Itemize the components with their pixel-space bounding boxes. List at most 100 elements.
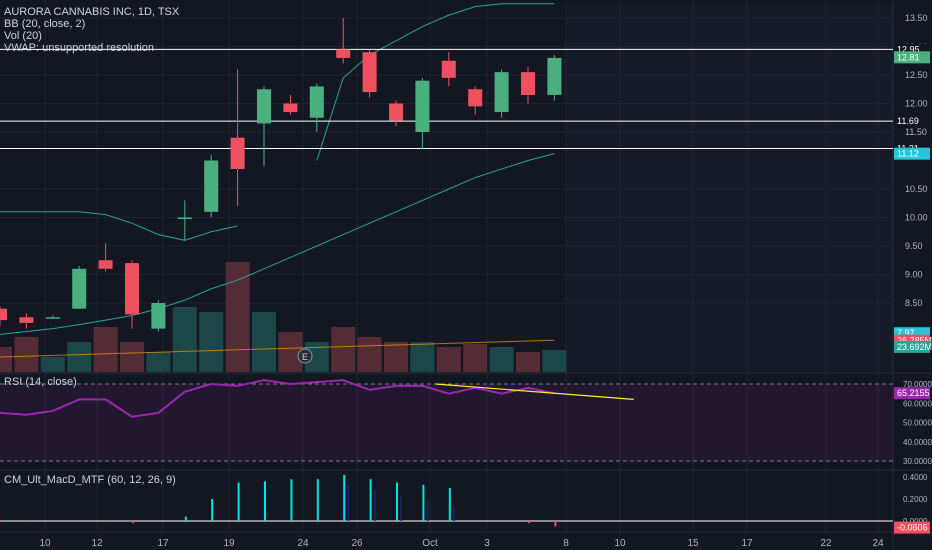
vol-legend[interactable]: Vol (20) [4,30,42,42]
horizontal-lines[interactable] [0,48,893,150]
rsi-tick-label: 70.0000 [903,380,932,389]
candle-body [494,72,509,113]
main-legend: AURORA CANNABIS INC, 1D, TSX BB (20, clo… [4,6,179,54]
candle-body [547,57,562,95]
candle-body [0,308,7,321]
x-tick-label: 15 [687,538,699,549]
volume-badge-bg [894,340,930,353]
x-tick-label: 12 [91,538,103,549]
volume-bar [357,337,382,372]
vwap-legend[interactable]: VWAP: unsupported resolution [4,42,155,54]
volume-bar [252,312,276,372]
candle-body [98,260,113,269]
y-tick-label: 10.00 [905,213,928,223]
volume-bar [67,342,92,372]
candles: E [0,18,562,364]
rsi-tick-label: 60.0000 [903,399,932,408]
candle-body [441,60,456,78]
rsi-tick-label: 40.0000 [903,438,932,447]
candle-body [45,317,60,319]
last-price-badge-bg [894,51,930,64]
line-price-badge: 12.95 [897,44,920,54]
volume-bar [40,357,65,372]
candle-body [283,103,298,113]
line-price-badge: 11.69 [897,116,919,126]
volume-bar [199,312,224,372]
candle-body [151,303,166,329]
x-tick-label: 17 [157,538,169,549]
candle-body [72,268,87,309]
y-tick-label: 13.50 [905,13,928,23]
bb-price-badge: 7.97 [897,328,915,338]
volume-bar [331,327,356,372]
candle-body [19,317,34,323]
candle-body [257,89,271,124]
y-tick-label: 11.50 [905,127,927,137]
volume-bar [542,350,567,372]
bb-middle-line [0,153,555,335]
macd-pane [0,474,893,527]
volume-bar [410,342,435,372]
x-tick-label: 10 [39,538,51,549]
volume-bar [489,347,514,372]
macd-tick-label: 0.0000 [903,517,928,526]
volume-bar [436,347,461,372]
volume-bar [14,337,39,372]
candle-body [125,263,139,315]
macd-value-badge-bg [894,521,930,534]
volume-bar [172,307,197,372]
volume-bar [93,327,118,372]
symbol-title[interactable]: AURORA CANNABIS INC, 1D, TSX [4,6,180,18]
rsi-pane [0,379,893,462]
candle-body [362,52,377,93]
x-tick-label: 3 [484,538,490,549]
event-marker [297,348,313,364]
volume-bar [0,347,12,372]
last-price-badge: 12.81 [897,52,920,62]
candle-body [177,217,192,219]
volume-bar [463,344,488,372]
volume-bars [0,262,567,372]
macd-tick-label: 0.4000 [903,473,928,482]
x-tick-label: 8 [563,538,569,549]
bollinger-bands [0,3,555,335]
candle-body [230,137,245,170]
x-tick-label: 24 [872,538,884,549]
event-marker-label: E [302,352,308,362]
x-tick-label: Oct [422,538,438,549]
bb-legend[interactable]: BB (20, close, 2) [4,18,86,30]
x-tick-label: 10 [614,538,626,549]
rsi-tick-label: 30.0000 [903,457,932,466]
bb-upper-line [316,3,555,161]
price-badges: 12.9512.8111.6911.2111.127.9726.285M23.6… [894,43,932,534]
future-region [564,4,893,372]
rsi-legend[interactable]: RSI (14, close) [4,376,77,388]
volume-bar [120,342,144,372]
candle-body [336,49,351,58]
y-tick-label: 10.50 [905,184,928,194]
candle-body [204,160,219,212]
rsi-value-badge: 65.2155 [897,388,930,398]
candle-body [468,89,483,107]
bb-lower-line [0,211,238,241]
bb-price-badge-bg [894,147,930,160]
candle-body [521,72,535,95]
x-tick-label: 19 [223,538,235,549]
x-tick-label: 17 [741,538,753,549]
rsi-band [0,384,893,461]
volume-bar [516,352,540,372]
volume-badge: 23.692M [897,342,932,352]
rsi-value-badge-bg [894,387,930,400]
macd-value-badge: -0.0606 [897,523,928,533]
x-tick-label: 22 [820,538,832,549]
x-tick-label: 26 [351,538,363,549]
volume-bar [225,262,250,372]
candle-body [389,103,403,121]
macd-legend[interactable]: CM_Ult_MacD_MTF (60, 12, 26, 9) [4,474,176,486]
rsi-tick-label: 50.0000 [903,419,932,428]
macd-tick-label: 0.2000 [903,495,928,504]
y-tick-label: 8.50 [905,298,923,308]
volume-bar [146,352,171,372]
